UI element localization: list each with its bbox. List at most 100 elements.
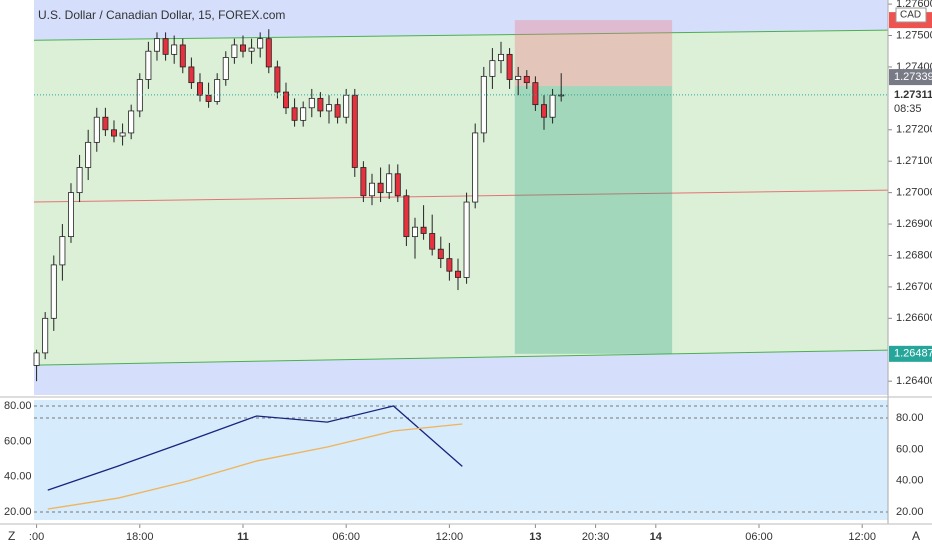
candle-body bbox=[283, 91, 289, 109]
candle-body bbox=[549, 94, 556, 118]
candle-body bbox=[42, 317, 49, 354]
candle-body bbox=[119, 132, 126, 137]
channel-middle bbox=[33, 189, 889, 203]
candle-body bbox=[68, 192, 74, 238]
candle-body bbox=[369, 182, 375, 197]
candle-body bbox=[343, 94, 350, 118]
symbol-title: U.S. Dollar / Canadian Dollar, 15, FOREX… bbox=[38, 8, 285, 22]
entry-label-box bbox=[889, 69, 932, 86]
candle-body bbox=[197, 82, 203, 96]
indicator-y-label: 60.00 bbox=[896, 443, 924, 455]
indicator-y-label: 40.00 bbox=[896, 475, 924, 487]
x-tick-label: 14 bbox=[650, 531, 663, 543]
indicator-line bbox=[47, 423, 463, 510]
y-tick-label: 1.27500 bbox=[896, 29, 932, 41]
channel-fill bbox=[34, 30, 888, 366]
candle-body bbox=[532, 82, 539, 106]
candle-body bbox=[394, 173, 401, 197]
y-tick-label: 1.26400 bbox=[896, 375, 932, 387]
candle-body bbox=[515, 75, 522, 80]
candle-body bbox=[102, 116, 109, 131]
candle-body bbox=[76, 167, 83, 194]
indicator-background bbox=[34, 400, 888, 520]
channel-lower bbox=[33, 349, 889, 366]
y-tick-label: 1.26900 bbox=[896, 218, 932, 230]
candle-body bbox=[222, 57, 229, 80]
indicator-line bbox=[47, 405, 463, 491]
indicator-y-label: 20.00 bbox=[896, 506, 924, 518]
candle-body bbox=[386, 173, 393, 194]
candle-body bbox=[291, 107, 298, 121]
candle-body bbox=[429, 233, 436, 250]
candle-body bbox=[455, 270, 461, 278]
candle-body bbox=[300, 107, 307, 121]
indicator-left-label: 60.00 bbox=[4, 435, 32, 447]
currency-box bbox=[895, 7, 927, 23]
candle-body bbox=[93, 116, 100, 143]
x-tick-label: 20:30 bbox=[582, 531, 610, 543]
candle-body bbox=[214, 79, 221, 102]
auto-scale-button[interactable]: A bbox=[912, 529, 920, 543]
y-tick-label: 1.26600 bbox=[896, 312, 932, 324]
x-tick-label: 11 bbox=[237, 531, 249, 543]
candle-body bbox=[472, 132, 479, 203]
x-tick-label: 06:00 bbox=[332, 531, 360, 543]
last-price-label: 1.27311 bbox=[894, 89, 932, 101]
candle-body bbox=[360, 167, 367, 197]
indicator-left-label: 20.00 bbox=[4, 506, 32, 518]
candle-body bbox=[111, 129, 117, 137]
stop-zone bbox=[514, 20, 673, 87]
candle-body bbox=[377, 182, 384, 194]
candle-body bbox=[171, 44, 178, 55]
candle-body bbox=[231, 44, 238, 58]
candle-body bbox=[188, 66, 195, 84]
currency-label: CAD bbox=[900, 10, 921, 21]
x-tick-label: :00 bbox=[29, 531, 44, 543]
candle-body bbox=[489, 60, 496, 77]
candle-body bbox=[463, 201, 470, 278]
candle-body bbox=[480, 75, 487, 134]
candle-body bbox=[274, 66, 281, 93]
x-tick-label: 12:00 bbox=[436, 531, 464, 543]
target-zone bbox=[514, 86, 673, 354]
candle-body bbox=[498, 53, 504, 62]
channel-upper bbox=[33, 29, 889, 41]
candle-body bbox=[265, 38, 272, 68]
layer: 1.276001.275001.274001.272001.271001.270… bbox=[4, 0, 932, 543]
candle-body bbox=[154, 38, 160, 52]
candle-body bbox=[128, 110, 135, 134]
candle-body bbox=[162, 38, 169, 55]
candle-body bbox=[248, 47, 255, 52]
candle-body bbox=[326, 104, 332, 112]
x-tick-label: 13 bbox=[529, 531, 541, 543]
y-tick-label: 1.27200 bbox=[896, 124, 932, 136]
x-tick-label: 18:00 bbox=[126, 531, 154, 543]
x-tick-label: 12:00 bbox=[848, 531, 876, 543]
candle-body bbox=[446, 258, 453, 272]
candle-body bbox=[558, 94, 565, 97]
candle-body bbox=[334, 104, 341, 118]
y-tick-label: 1.27100 bbox=[896, 155, 932, 167]
candle-body bbox=[403, 195, 410, 238]
candle-body bbox=[50, 264, 57, 319]
indicator-y-label: 80.00 bbox=[896, 412, 924, 424]
candle-body bbox=[145, 50, 152, 80]
candle-body bbox=[317, 97, 324, 112]
candle-body bbox=[351, 94, 358, 168]
candle-body bbox=[541, 104, 547, 118]
tz-button[interactable]: Z bbox=[8, 529, 15, 543]
candle-body bbox=[59, 236, 66, 266]
countdown-label: 08:35 bbox=[894, 103, 922, 115]
y-tick-label: 1.27000 bbox=[896, 187, 932, 199]
candle-body bbox=[523, 75, 530, 84]
y-tick-label: 1.26700 bbox=[896, 281, 932, 293]
candle-body bbox=[308, 97, 315, 109]
candle-body bbox=[240, 44, 246, 52]
candle-body bbox=[85, 141, 92, 168]
candle-body bbox=[257, 38, 264, 49]
candle-body bbox=[205, 94, 212, 102]
candle-body bbox=[179, 44, 186, 68]
candle-body bbox=[437, 248, 444, 260]
indicator-left-label: 40.00 bbox=[4, 471, 32, 483]
